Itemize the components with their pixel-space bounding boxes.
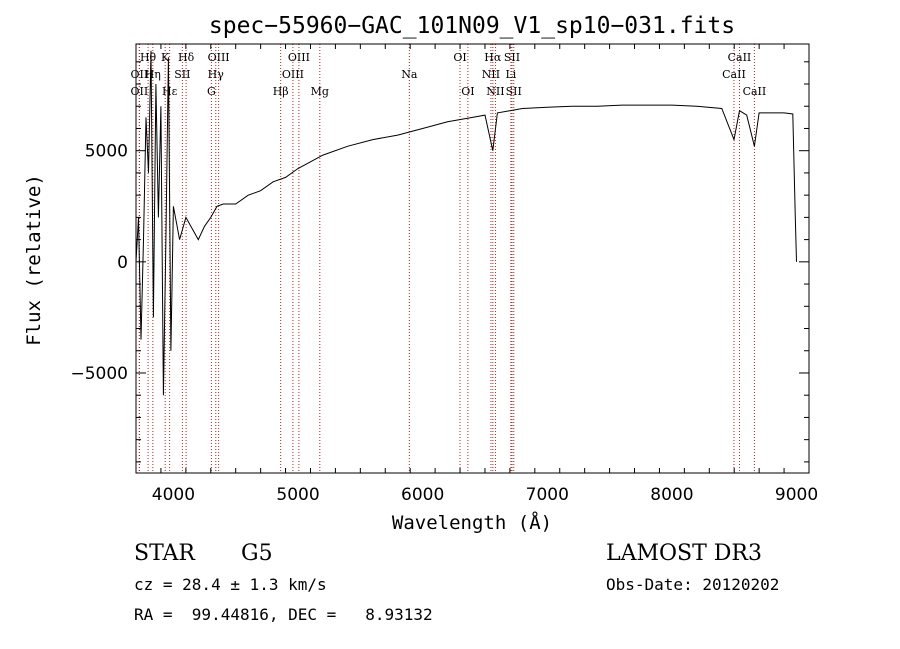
obs-date: Obs-Date: 20120202 bbox=[606, 575, 779, 594]
x-tick-label: 6000 bbox=[401, 485, 444, 505]
plot-frame bbox=[135, 43, 810, 474]
chart-title: spec−55960−GAC_101N09_V1_sp10−031.fits bbox=[209, 13, 735, 39]
x-tick-label: 9000 bbox=[775, 485, 818, 505]
spectral-line-markers bbox=[138, 44, 755, 473]
line-label-14: Mg bbox=[311, 85, 329, 98]
line-label-12: OIII bbox=[288, 51, 310, 64]
object-subclass: G5 bbox=[241, 541, 273, 566]
coordinates: RA = 99.44816, DEC = 8.93132 bbox=[134, 605, 433, 624]
axis-ticks: 4000 5000 6000 7000 8000 9000 −5000 0 5000 bbox=[70, 44, 818, 505]
redshift-info: cz = 28.4 ± 1.3 km/s bbox=[134, 575, 327, 594]
spectral-line-labels: Hθ OII OII KHη SII Hε Hδ OIII Hγ G Hβ OIII OIII Mg Na O… bbox=[131, 51, 767, 98]
spectrum-line bbox=[135, 50, 797, 396]
line-label-23: SII bbox=[506, 85, 522, 98]
line-label-1: OII bbox=[131, 68, 149, 81]
line-label-5: SII bbox=[174, 68, 190, 81]
line-label-24: CaII bbox=[728, 51, 752, 64]
x-tick-label: 4000 bbox=[152, 485, 195, 505]
x-tick-label: 5000 bbox=[276, 485, 319, 505]
line-label-2: OII bbox=[131, 85, 149, 98]
line-label-21: SII bbox=[504, 51, 520, 64]
line-label-10: G bbox=[207, 85, 216, 98]
line-label-17: OI bbox=[461, 85, 474, 98]
x-tick-label: 8000 bbox=[650, 485, 693, 505]
line-label-19: NII bbox=[482, 68, 500, 81]
x-axis-label: Wavelength (Å) bbox=[392, 511, 552, 534]
line-label-18: Hα bbox=[484, 51, 502, 64]
y-tick-label: 5000 bbox=[85, 142, 128, 162]
line-label-16: OI bbox=[453, 51, 466, 64]
line-label-0: Hθ bbox=[140, 51, 157, 64]
line-label-22: Li bbox=[505, 68, 516, 81]
line-label-11: Hβ bbox=[273, 85, 289, 98]
line-label-8: OIII bbox=[208, 51, 230, 64]
line-label-26: CaII bbox=[743, 85, 767, 98]
object-class: STAR bbox=[134, 541, 196, 566]
x-tick-label: 7000 bbox=[526, 485, 569, 505]
line-label-9: Hγ bbox=[208, 68, 225, 81]
y-tick-label: 0 bbox=[117, 253, 128, 273]
y-axis-label: Flux (relative) bbox=[23, 174, 45, 346]
line-label-25: CaII bbox=[722, 68, 746, 81]
line-label-6: Hε bbox=[162, 85, 178, 98]
line-label-20: NII bbox=[486, 85, 504, 98]
line-label-13: OIII bbox=[282, 68, 304, 81]
y-tick-label: −5000 bbox=[70, 364, 128, 384]
line-label-3: K bbox=[161, 51, 170, 64]
line-label-4: Hη bbox=[145, 68, 161, 81]
line-label-7: Hδ bbox=[178, 51, 195, 64]
survey-name: LAMOST DR3 bbox=[606, 541, 762, 566]
line-label-15: Na bbox=[401, 68, 418, 81]
